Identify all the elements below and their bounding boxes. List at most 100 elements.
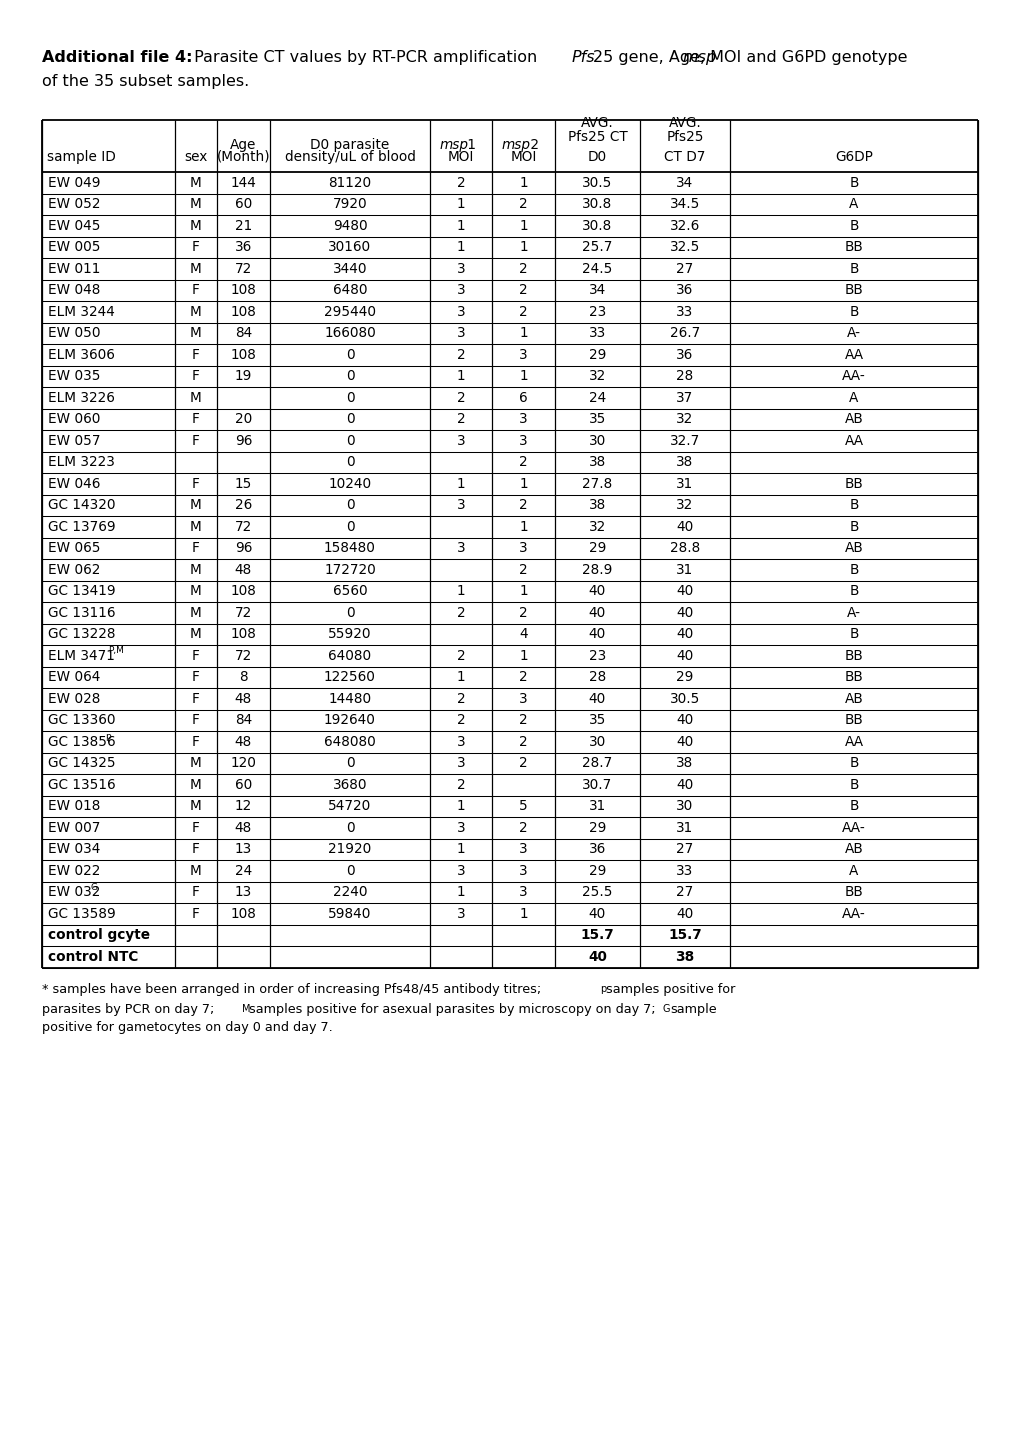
Text: 1: 1	[519, 369, 527, 384]
Text: 3680: 3680	[332, 778, 367, 792]
Text: ELM 3471: ELM 3471	[48, 649, 115, 662]
Text: 3440: 3440	[332, 261, 367, 276]
Text: 29: 29	[588, 821, 605, 834]
Text: B: B	[849, 304, 858, 319]
Text: F: F	[192, 541, 200, 556]
Text: 34: 34	[676, 176, 693, 189]
Text: 27: 27	[676, 261, 693, 276]
Text: 25.5: 25.5	[582, 885, 612, 899]
Text: GC 13228: GC 13228	[48, 628, 115, 641]
Text: 31: 31	[676, 476, 693, 491]
Text: M: M	[190, 219, 202, 232]
Text: 2: 2	[526, 139, 538, 152]
Text: M: M	[190, 261, 202, 276]
Text: 55920: 55920	[328, 628, 371, 641]
Text: 27.8: 27.8	[582, 476, 612, 491]
Text: 60: 60	[234, 778, 252, 792]
Text: control gcyte: control gcyte	[48, 928, 150, 942]
Text: 35: 35	[588, 713, 605, 727]
Text: 30.5: 30.5	[582, 176, 612, 189]
Text: 10240: 10240	[328, 476, 371, 491]
Text: GC 13516: GC 13516	[48, 778, 115, 792]
Text: 25 gene, Age,: 25 gene, Age,	[592, 51, 709, 65]
Text: EW 032: EW 032	[48, 885, 100, 899]
Text: 2: 2	[519, 670, 527, 684]
Text: B: B	[849, 498, 858, 512]
Text: MOI and G6PD genotype: MOI and G6PD genotype	[704, 51, 907, 65]
Text: 72: 72	[234, 519, 252, 534]
Text: 1: 1	[519, 219, 527, 232]
Text: 7920: 7920	[332, 198, 367, 211]
Text: F: F	[192, 885, 200, 899]
Text: 40: 40	[676, 713, 693, 727]
Text: 48: 48	[234, 691, 252, 706]
Text: AB: AB	[844, 541, 862, 556]
Text: 13: 13	[234, 885, 252, 899]
Text: 30: 30	[588, 434, 605, 447]
Text: GC 14320: GC 14320	[48, 498, 115, 512]
Text: 27: 27	[676, 843, 693, 856]
Text: GC 13116: GC 13116	[48, 606, 115, 619]
Text: 1: 1	[457, 240, 465, 254]
Text: B: B	[849, 584, 858, 599]
Text: 33: 33	[676, 864, 693, 877]
Text: 96: 96	[234, 434, 252, 447]
Text: 40: 40	[676, 584, 693, 599]
Text: 1: 1	[457, 198, 465, 211]
Text: MOI: MOI	[447, 150, 474, 165]
Text: F: F	[192, 821, 200, 834]
Text: 2: 2	[519, 304, 527, 319]
Text: F: F	[192, 413, 200, 426]
Text: M: M	[190, 563, 202, 577]
Text: AB: AB	[844, 843, 862, 856]
Text: B: B	[849, 778, 858, 792]
Text: Pfs: Pfs	[572, 51, 595, 65]
Text: 1: 1	[457, 219, 465, 232]
Text: 1: 1	[457, 476, 465, 491]
Text: BB: BB	[844, 240, 862, 254]
Text: 30.7: 30.7	[582, 778, 612, 792]
Text: 31: 31	[676, 563, 693, 577]
Text: 26: 26	[234, 498, 252, 512]
Text: 2: 2	[457, 713, 465, 727]
Text: msp: msp	[439, 139, 468, 152]
Text: 108: 108	[230, 628, 256, 641]
Text: 34.5: 34.5	[669, 198, 699, 211]
Text: 29: 29	[588, 541, 605, 556]
Text: 3: 3	[519, 413, 527, 426]
Text: G: G	[91, 883, 98, 892]
Text: B: B	[849, 563, 858, 577]
Text: 72: 72	[234, 649, 252, 662]
Text: A: A	[849, 391, 858, 404]
Text: 3: 3	[519, 434, 527, 447]
Text: 3: 3	[457, 434, 465, 447]
Text: 29: 29	[588, 348, 605, 362]
Text: 1: 1	[457, 369, 465, 384]
Text: 21920: 21920	[328, 843, 371, 856]
Text: 40: 40	[588, 906, 605, 921]
Text: 0: 0	[345, 821, 354, 834]
Text: EW 060: EW 060	[48, 413, 100, 426]
Text: 3: 3	[519, 348, 527, 362]
Text: 29: 29	[676, 670, 693, 684]
Text: 40: 40	[676, 734, 693, 749]
Text: p: p	[105, 732, 111, 742]
Text: 1: 1	[519, 476, 527, 491]
Text: A-: A-	[846, 606, 860, 619]
Text: 32.6: 32.6	[669, 219, 699, 232]
Text: 3: 3	[457, 821, 465, 834]
Text: 2: 2	[519, 606, 527, 619]
Text: F: F	[192, 240, 200, 254]
Text: 32.5: 32.5	[669, 240, 699, 254]
Text: 3: 3	[519, 691, 527, 706]
Text: M: M	[190, 628, 202, 641]
Text: BB: BB	[844, 670, 862, 684]
Text: EW 050: EW 050	[48, 326, 101, 341]
Text: EW 022: EW 022	[48, 864, 100, 877]
Text: 8: 8	[238, 670, 248, 684]
Text: 32: 32	[676, 498, 693, 512]
Text: F: F	[192, 691, 200, 706]
Text: F: F	[192, 843, 200, 856]
Text: A-: A-	[846, 326, 860, 341]
Text: 0: 0	[345, 519, 354, 534]
